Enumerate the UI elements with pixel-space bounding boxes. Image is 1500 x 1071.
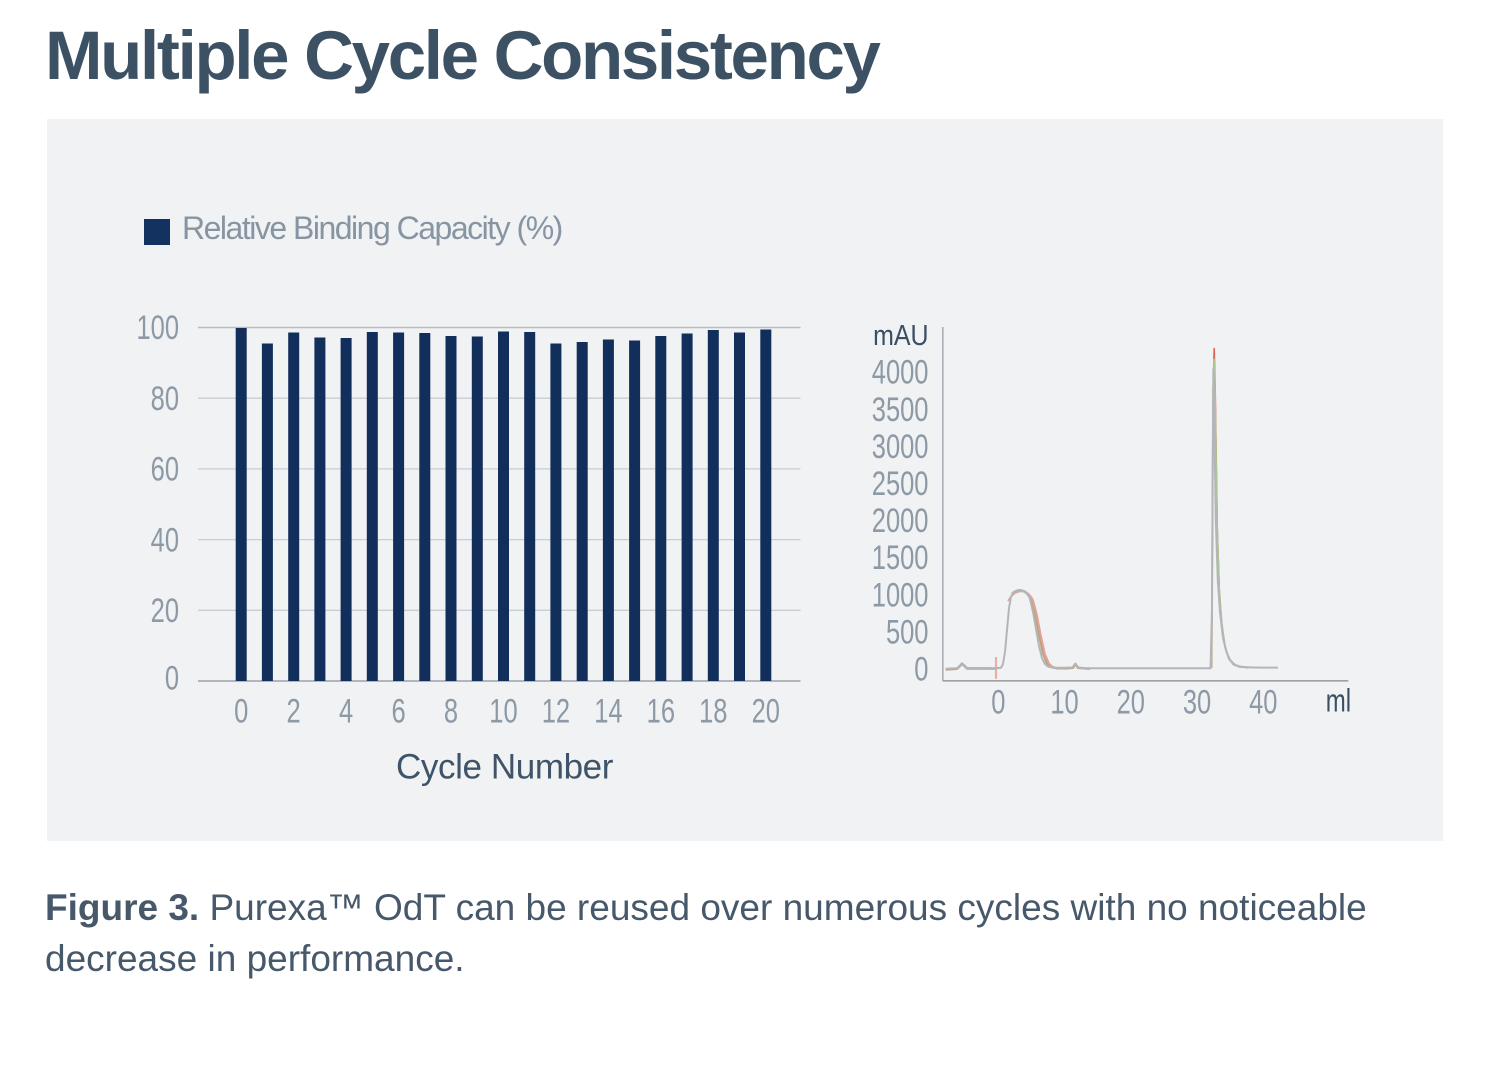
svg-text:30: 30 (1183, 684, 1211, 721)
svg-text:0: 0 (914, 651, 928, 688)
svg-text:14: 14 (594, 693, 622, 730)
svg-text:40: 40 (151, 522, 179, 559)
svg-text:16: 16 (647, 693, 675, 730)
svg-text:1000: 1000 (872, 577, 929, 614)
svg-text:8: 8 (444, 693, 458, 730)
svg-text:20: 20 (752, 693, 780, 730)
svg-text:0: 0 (234, 693, 248, 730)
svg-text:100: 100 (136, 310, 179, 347)
svg-text:12: 12 (542, 693, 570, 730)
svg-text:2: 2 (287, 693, 301, 730)
svg-text:1500: 1500 (872, 540, 929, 577)
svg-text:2500: 2500 (872, 466, 929, 503)
svg-text:0: 0 (165, 660, 179, 697)
svg-text:60: 60 (151, 451, 179, 488)
svg-text:18: 18 (699, 693, 727, 730)
svg-text:80: 80 (151, 380, 179, 417)
svg-text:4000: 4000 (872, 354, 929, 391)
svg-text:20: 20 (1117, 684, 1145, 721)
svg-text:40: 40 (1249, 684, 1277, 721)
svg-text:2000: 2000 (872, 503, 929, 540)
svg-text:500: 500 (886, 614, 929, 651)
svg-text:10: 10 (1050, 684, 1078, 721)
svg-text:Relative Binding Capacity (%): Relative Binding Capacity (%) (182, 210, 562, 246)
svg-text:6: 6 (391, 693, 405, 730)
svg-text:3000: 3000 (872, 428, 929, 465)
svg-text:4: 4 (339, 693, 353, 730)
svg-text:0: 0 (991, 684, 1005, 721)
svg-text:20: 20 (151, 593, 179, 630)
svg-text:3500: 3500 (872, 391, 929, 428)
svg-text:10: 10 (489, 693, 517, 730)
svg-text:ml: ml (1326, 682, 1351, 718)
svg-text:mAU: mAU (873, 319, 928, 351)
svg-text:Cycle Number: Cycle Number (396, 748, 614, 787)
